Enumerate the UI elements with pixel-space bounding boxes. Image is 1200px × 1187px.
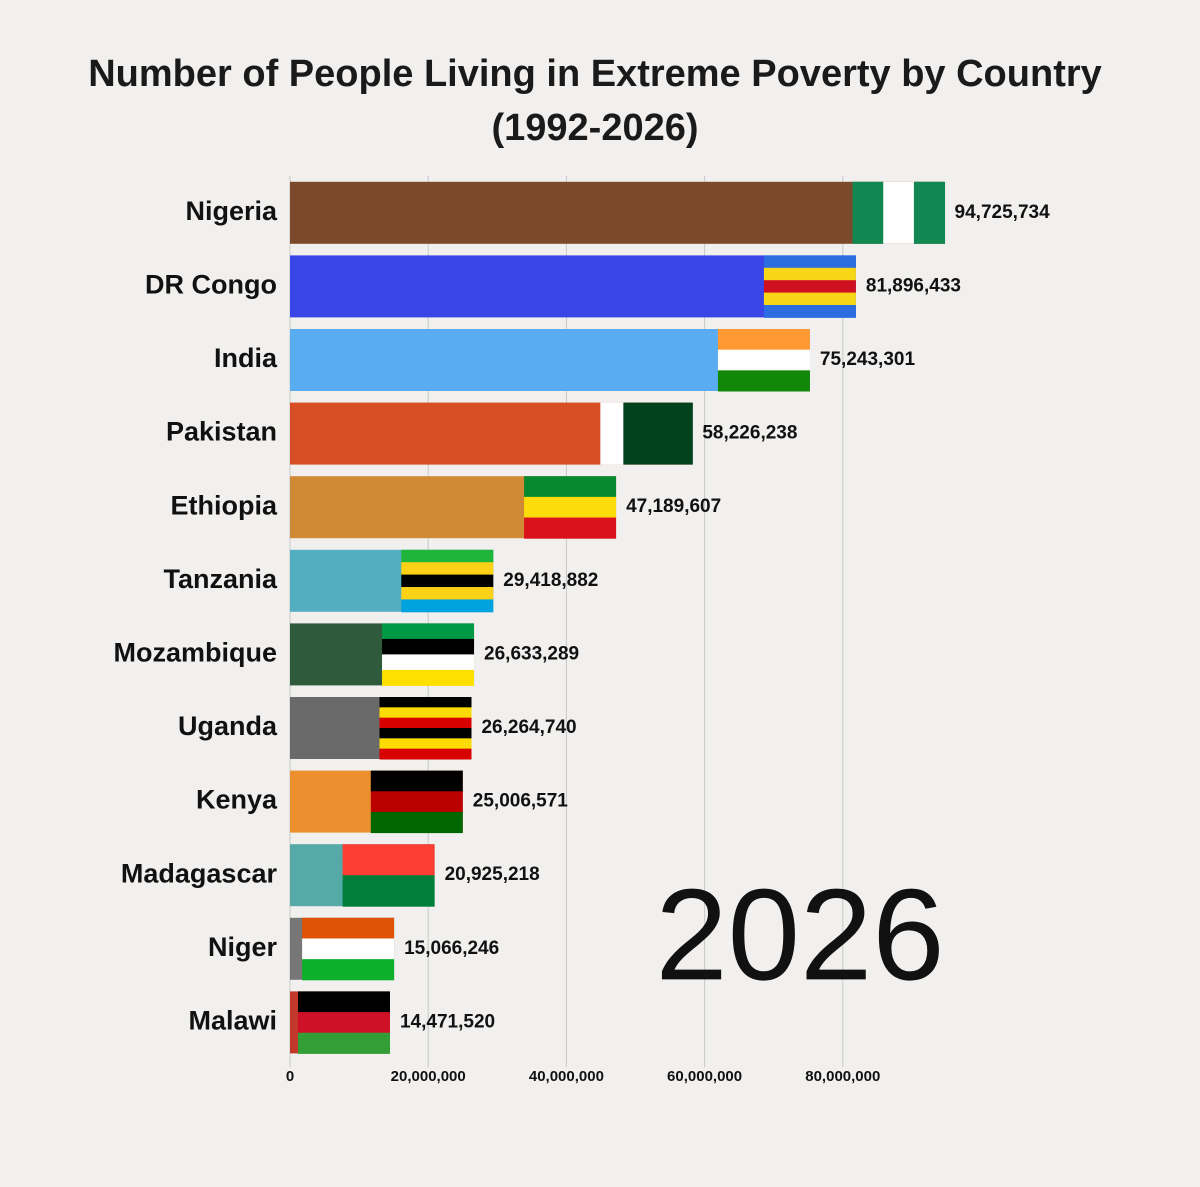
flag-stripe <box>302 959 395 981</box>
flag-stripe <box>297 1032 390 1054</box>
flag-stripe <box>763 280 856 294</box>
flag-stripe <box>370 811 463 834</box>
flag-stripe <box>524 476 617 498</box>
value-label: 58,226,238 <box>702 423 797 444</box>
bar <box>290 255 856 318</box>
x-tick-label: 60,000,000 <box>667 1068 742 1085</box>
flag-stripe <box>382 669 475 686</box>
flag-stripe <box>342 890 435 907</box>
flag-stripe <box>763 267 856 281</box>
flag-stripe <box>379 748 472 760</box>
flag-stripe <box>302 938 395 960</box>
value-label: 15,066,246 <box>404 938 499 959</box>
flag-stripe <box>401 587 494 600</box>
value-label: 75,243,301 <box>820 349 916 370</box>
chart-subtitle: (1992-2026) <box>491 107 698 149</box>
flag-stripe <box>401 562 494 576</box>
flag-stripe <box>763 255 856 269</box>
flag-stripe <box>669 402 693 465</box>
flag-stripe <box>379 728 472 739</box>
flag-stripe <box>382 638 475 655</box>
category-label: Tanzania <box>163 564 278 594</box>
category-label: DR Congo <box>145 270 277 300</box>
value-label: 26,264,740 <box>481 717 576 738</box>
flag-stripe <box>401 549 494 563</box>
flag-stripe <box>379 717 472 729</box>
value-label: 94,725,734 <box>955 202 1051 223</box>
value-label: 26,633,289 <box>484 643 579 664</box>
x-tick-label: 20,000,000 <box>391 1068 466 1085</box>
category-label: Malawi <box>188 1006 277 1036</box>
flag-stripe <box>401 599 494 613</box>
flag-stripe <box>717 370 810 392</box>
value-label: 14,471,520 <box>400 1011 495 1032</box>
value-label: 29,418,882 <box>503 570 598 591</box>
x-tick-label: 0 <box>286 1068 294 1085</box>
flag-stripe <box>763 305 856 318</box>
bar <box>290 181 945 244</box>
category-label: Mozambique <box>113 638 277 668</box>
flag-stripe <box>379 707 472 719</box>
flag-stripe <box>763 292 856 306</box>
category-label: Nigeria <box>185 196 278 226</box>
flag-stripe <box>342 875 435 892</box>
flag-stripe <box>646 402 670 465</box>
flag-stripe <box>600 402 624 465</box>
flag-stripe <box>382 623 475 640</box>
flag-stripe <box>342 859 435 876</box>
flag-stripe <box>883 181 915 244</box>
value-label: 81,896,433 <box>866 275 961 296</box>
value-label: 20,925,218 <box>445 864 540 885</box>
flag-stripe <box>524 517 617 539</box>
flag-stripe <box>370 770 463 792</box>
flag-stripe <box>623 402 647 465</box>
flag-stripe <box>297 991 390 1013</box>
value-label: 25,006,571 <box>473 791 569 812</box>
category-label: Pakistan <box>166 417 277 447</box>
flag-stripe <box>342 844 435 861</box>
flag-stripe <box>717 349 810 371</box>
flag-stripe <box>382 654 475 671</box>
value-label: 47,189,607 <box>626 496 721 517</box>
flag-stripe <box>717 329 810 351</box>
flag-stripe <box>370 791 463 813</box>
flag-stripe <box>852 181 884 244</box>
category-label: Kenya <box>196 785 278 815</box>
category-label: Uganda <box>178 711 278 741</box>
flag-stripe <box>302 917 395 939</box>
category-label: Madagascar <box>121 858 278 888</box>
flag-stripe <box>401 574 494 588</box>
flag-stripe <box>379 738 472 750</box>
flag-stripe <box>379 697 472 708</box>
category-label: India <box>214 343 278 373</box>
flag-stripe <box>524 496 617 519</box>
year-annotation: 2026 <box>655 861 944 1007</box>
chart-title: Number of People Living in Extreme Pover… <box>88 53 1102 95</box>
category-label: Niger <box>208 932 278 962</box>
category-label: Ethiopia <box>171 490 278 520</box>
x-tick-label: 40,000,000 <box>529 1068 604 1085</box>
flag-stripe <box>913 181 946 244</box>
flag-stripe <box>297 1012 390 1034</box>
x-tick-label: 80,000,000 <box>805 1068 880 1085</box>
